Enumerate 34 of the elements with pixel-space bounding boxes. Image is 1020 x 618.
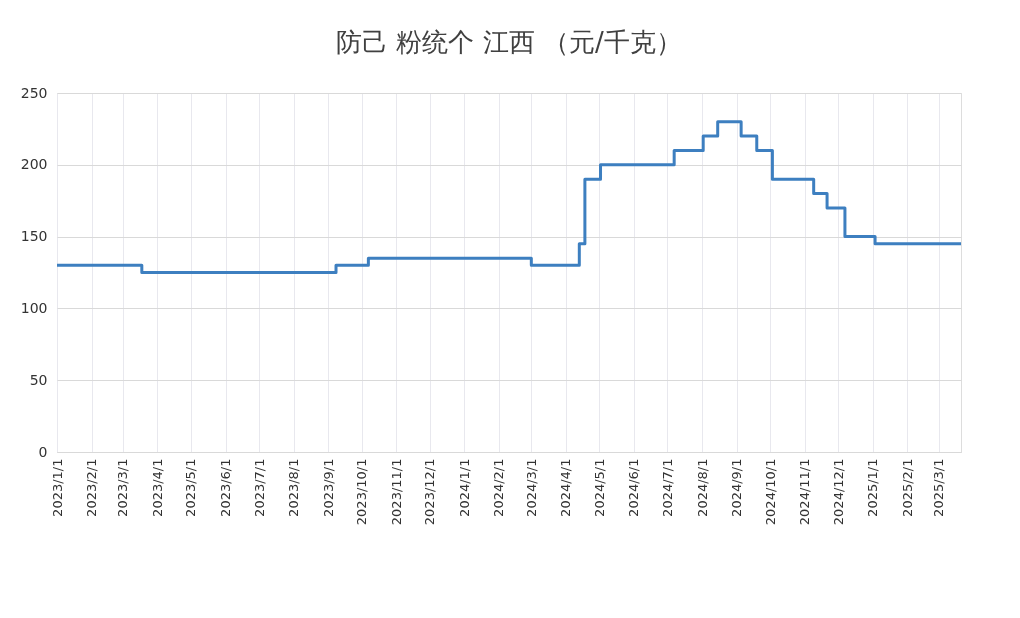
x-tick-label: 2023/3/1: [115, 458, 131, 517]
x-tick-label: 2023/1/1: [49, 458, 65, 517]
x-tick-label: 2025/3/1: [931, 458, 947, 517]
y-tick-label: 250: [20, 84, 48, 101]
x-tick-label: 2023/8/1: [286, 458, 302, 517]
x-tick-label: 2024/5/1: [591, 458, 607, 517]
x-tick-label: 2024/4/1: [558, 458, 574, 517]
x-tick-label: 2024/6/1: [626, 458, 642, 517]
x-tick-label: 2023/7/1: [251, 458, 267, 517]
x-tick-label: 2023/5/1: [183, 458, 199, 517]
x-tick-label: 2023/4/1: [149, 458, 165, 517]
x-tick-label: 2024/10/1: [762, 458, 778, 526]
x-tick-label: 2024/2/1: [491, 458, 507, 517]
y-tick-label: 200: [20, 156, 48, 173]
x-tick-label: 2024/7/1: [659, 458, 675, 517]
x-tick-label: 2023/2/1: [84, 458, 100, 517]
x-tick-label: 2023/9/1: [320, 458, 336, 517]
x-tick-label: 2025/1/1: [865, 458, 881, 517]
x-tick-label: 2024/8/1: [694, 458, 710, 517]
x-tick-label: 2023/10/1: [354, 458, 370, 526]
x-tick-label: 2023/12/1: [422, 458, 438, 526]
y-tick-label: 150: [20, 228, 48, 245]
x-tick-label: 2023/6/1: [218, 458, 234, 517]
y-tick-label: 0: [38, 443, 48, 460]
chart-title: 防己 粉统个 江西 （元/千克）: [336, 27, 682, 57]
y-tick-label: 100: [20, 299, 48, 316]
y-tick-label: 50: [29, 371, 48, 388]
x-tick-label: 2023/11/1: [388, 458, 404, 526]
x-tick-label: 2024/12/1: [830, 458, 846, 526]
x-tick-label: 2024/1/1: [456, 458, 472, 517]
x-tick-label: 2024/11/1: [797, 458, 813, 526]
x-tick-label: 2024/9/1: [729, 458, 745, 517]
x-tick-label: 2025/2/1: [899, 458, 915, 517]
x-tick-label: 2024/3/1: [523, 458, 539, 517]
